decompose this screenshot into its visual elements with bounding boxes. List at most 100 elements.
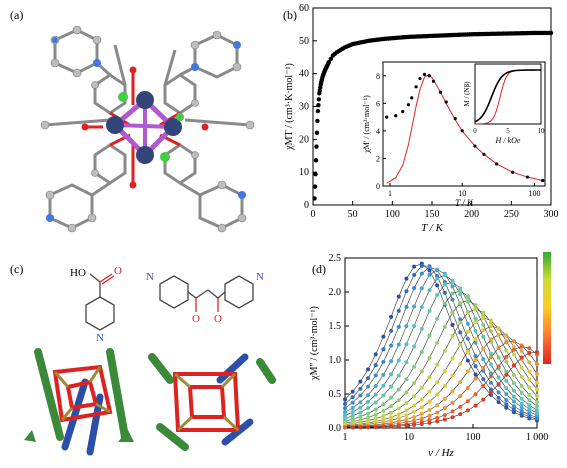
series-point — [419, 350, 424, 355]
series-point — [535, 350, 539, 355]
series-point — [535, 399, 539, 404]
series-point — [504, 333, 509, 338]
series-point — [412, 364, 417, 369]
series-point — [396, 324, 401, 329]
series-point — [488, 374, 493, 379]
series-point — [396, 406, 401, 411]
series-point — [435, 380, 440, 385]
series-point — [412, 273, 417, 278]
y-tick-label: 30 — [299, 102, 309, 113]
series-point — [419, 271, 424, 276]
series-point — [496, 382, 501, 387]
series-point — [404, 423, 409, 428]
series-point — [381, 347, 386, 352]
series-point — [496, 346, 501, 351]
inset-data-point — [418, 76, 422, 81]
series-point — [535, 404, 539, 409]
series-point — [504, 386, 509, 391]
inset-y-tick-label: 6 — [376, 99, 380, 108]
inset-data-point — [444, 100, 448, 104]
subinset-x-tick-label: 5 — [506, 127, 510, 135]
series-point — [458, 404, 463, 409]
series-point — [396, 373, 401, 378]
series-point — [435, 419, 440, 424]
inset-y-tick-label: 2 — [376, 154, 380, 163]
series-point — [519, 390, 524, 395]
series-point — [389, 395, 394, 400]
series-point — [435, 283, 440, 288]
series-point — [389, 415, 394, 420]
series-point — [519, 348, 524, 353]
series-point — [511, 381, 516, 386]
inset-x-tick-label: 1 — [388, 189, 392, 198]
series-point — [458, 330, 463, 335]
series-point — [396, 424, 401, 429]
series-point — [535, 371, 539, 376]
series-point — [527, 385, 532, 390]
series-point — [389, 384, 394, 389]
series-point — [450, 415, 455, 420]
series-point — [527, 398, 532, 403]
series-point — [458, 342, 463, 347]
series-point — [442, 368, 447, 373]
series-point — [358, 410, 363, 415]
y-tick-label: 1.0 — [329, 355, 342, 366]
series-point — [427, 420, 432, 425]
series-point — [366, 367, 371, 372]
series-point — [473, 307, 478, 312]
series-point — [465, 369, 470, 374]
series-point — [504, 348, 509, 353]
ligand-left-o: O — [114, 265, 122, 277]
series-point — [496, 355, 501, 360]
series-point — [450, 334, 455, 339]
series-point — [404, 377, 409, 382]
series-point — [504, 398, 509, 403]
series-point — [412, 409, 417, 414]
ligand-left-n: N — [96, 332, 104, 344]
series-point — [389, 328, 394, 333]
series-point — [396, 358, 401, 363]
series-point — [396, 342, 401, 347]
inset-data-point — [422, 72, 427, 76]
series-point — [343, 425, 347, 430]
series-point — [465, 399, 470, 404]
series-point — [389, 410, 394, 415]
series-point — [519, 365, 524, 370]
series-point — [373, 384, 378, 389]
data-point — [328, 56, 334, 62]
series-point — [465, 336, 470, 341]
series-point — [481, 328, 486, 333]
series-point — [419, 369, 424, 374]
series-point — [527, 350, 532, 355]
series-point — [381, 372, 386, 377]
ligand-right-o2: O — [214, 313, 222, 325]
series-point — [527, 377, 532, 382]
inset-y-tick-label: 8 — [376, 72, 380, 81]
series-point — [473, 340, 478, 345]
series-point — [496, 326, 501, 331]
series-point — [511, 407, 516, 412]
series-point — [419, 411, 424, 416]
series-point — [473, 364, 478, 369]
series-point — [527, 412, 532, 417]
x-tick-label: 200 — [464, 209, 479, 220]
series-point — [458, 292, 463, 297]
series-point — [481, 397, 486, 402]
series-point — [473, 328, 478, 333]
series-point — [389, 343, 394, 348]
series-point — [496, 332, 501, 337]
series-point — [396, 387, 401, 392]
series-point — [488, 371, 493, 376]
series-point — [412, 394, 417, 399]
series-point — [450, 409, 455, 414]
series-point — [419, 405, 424, 410]
series-point — [519, 344, 524, 349]
ligand-and-core-diagram: HO O N N O O N — [24, 265, 276, 456]
series-point — [389, 404, 394, 409]
series-point — [350, 405, 355, 410]
inset-data-point — [473, 144, 477, 148]
inset-data-point — [414, 85, 418, 89]
series-point — [412, 304, 417, 309]
series-point — [427, 375, 432, 380]
series-point — [404, 304, 409, 309]
